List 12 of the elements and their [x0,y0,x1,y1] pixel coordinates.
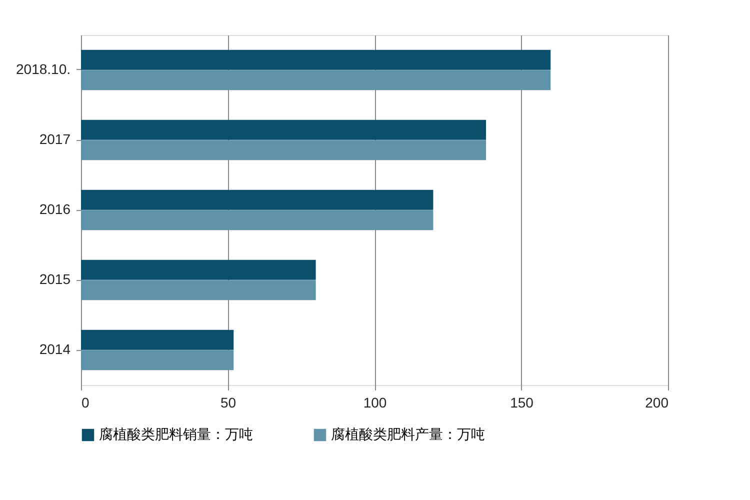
y-tick-label: 2018.10. [16,61,70,77]
legend-label: 腐植酸类肥料产量：万吨 [331,427,485,443]
y-tick-label: 2017 [39,131,71,147]
y-tick-label: 2016 [39,201,71,217]
x-tick-label: 200 [645,394,669,410]
x-tick-label: 100 [363,394,387,410]
y-tick-label: 2015 [39,271,71,287]
x-tick-label: 50 [220,394,236,410]
x-tick-label: 150 [510,394,534,410]
y-tick-label: 2014 [39,341,71,357]
legend-label: 腐植酸类肥料销量：万吨 [99,427,253,443]
x-tick-label: 0 [82,394,90,410]
